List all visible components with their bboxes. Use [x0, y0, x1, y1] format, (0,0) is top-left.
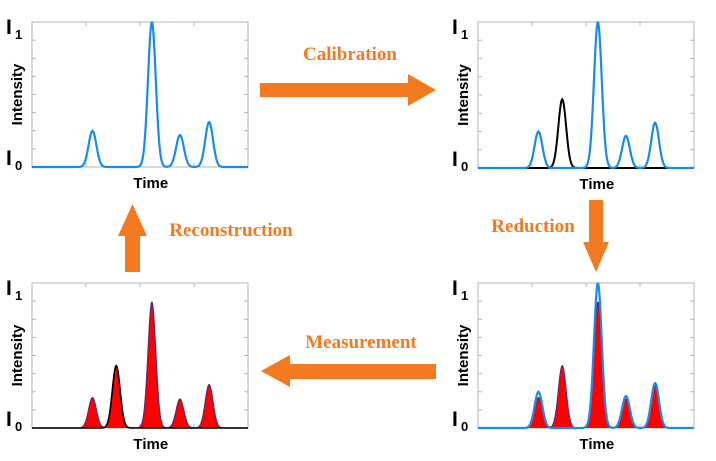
measurement-label: Measurement — [305, 332, 417, 353]
reduction-label: Reduction — [491, 216, 575, 237]
level-top-label: I — [6, 16, 12, 39]
level-top-label: I — [452, 277, 458, 300]
blue-signal-line — [32, 21, 248, 169]
reconstruction-arrow — [118, 204, 147, 272]
level-bottom-subscript: 0 — [461, 159, 468, 174]
plot-frame — [31, 282, 249, 429]
level-top-label: I — [452, 16, 458, 39]
x-axis-title: Time — [579, 176, 614, 193]
calibration-label: Calibration — [303, 44, 397, 65]
plot-frame — [477, 21, 695, 169]
plot-frame — [31, 21, 249, 168]
level-bottom-label: I — [6, 147, 12, 170]
level-top-subscript: 1 — [15, 27, 22, 42]
plot-frame — [477, 282, 695, 429]
x-axis-title: Time — [133, 175, 168, 192]
level-bottom-label: I — [6, 408, 12, 431]
x-axis-title: Time — [579, 436, 614, 453]
level-top-subscript: 1 — [15, 288, 22, 303]
red-measured-area — [32, 302, 248, 428]
level-top-subscript: 1 — [461, 27, 468, 42]
measured-outline — [478, 301, 694, 429]
level-bottom-label: I — [452, 148, 458, 171]
level-bottom-subscript: 0 — [15, 158, 22, 173]
y-axis-title: Intensity — [455, 324, 472, 386]
measured-outline — [32, 301, 248, 429]
y-axis-title: Intensity — [9, 324, 26, 386]
level-bottom-label: I — [452, 408, 458, 431]
red-measured-area — [478, 302, 694, 428]
level-bottom-subscript: 0 — [15, 419, 22, 434]
y-axis-title: Intensity — [9, 63, 26, 125]
level-bottom-subscript: 0 — [461, 419, 468, 434]
calibration-arrow — [260, 74, 436, 106]
measurement-arrow — [261, 355, 436, 387]
level-top-subscript: 1 — [461, 288, 468, 303]
black-peak-outline — [32, 364, 248, 429]
reduction-arrow — [583, 200, 609, 272]
y-axis-title: Intensity — [455, 64, 472, 126]
reconstruction-label: Reconstruction — [169, 220, 293, 241]
blue-signal-line — [478, 282, 694, 430]
level-top-label: I — [6, 277, 12, 300]
blue-signal-line — [478, 21, 694, 170]
x-axis-title: Time — [133, 436, 168, 453]
